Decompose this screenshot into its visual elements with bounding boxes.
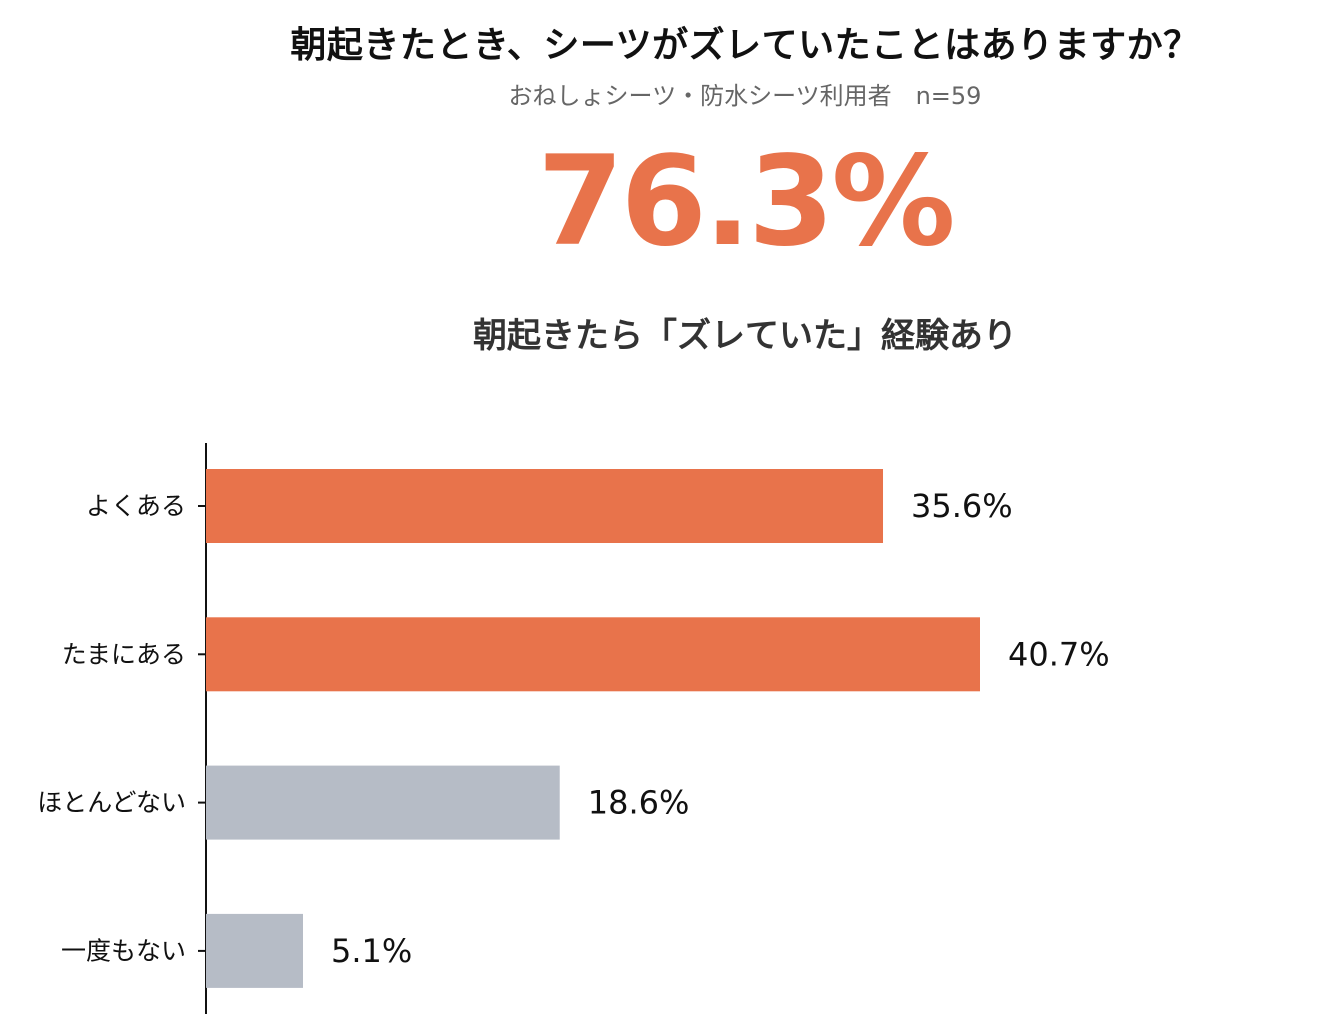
- value-label: 40.7%: [1008, 635, 1110, 673]
- category-label: 一度もない: [61, 936, 186, 965]
- bar: [206, 617, 980, 692]
- category-label: ほとんどない: [37, 788, 186, 817]
- chart-subtitle: おねしょシーツ・防水シーツ利用者 n=59: [508, 82, 982, 110]
- bar: [206, 765, 560, 840]
- bar: [206, 913, 303, 988]
- highlight-value: 76.3%: [537, 130, 955, 274]
- highlight-caption: 朝起きたら「ズレていた」経験あり: [473, 316, 1017, 356]
- value-label: 35.6%: [911, 487, 1013, 525]
- value-label: 18.6%: [588, 784, 690, 822]
- category-label: たまにある: [62, 640, 186, 669]
- value-label: 5.1%: [331, 932, 412, 970]
- category-label: よくある: [86, 492, 186, 521]
- bar: [206, 469, 884, 543]
- chart-title: 朝起きたとき、シーツがズレていたことはありますか？: [290, 25, 1200, 66]
